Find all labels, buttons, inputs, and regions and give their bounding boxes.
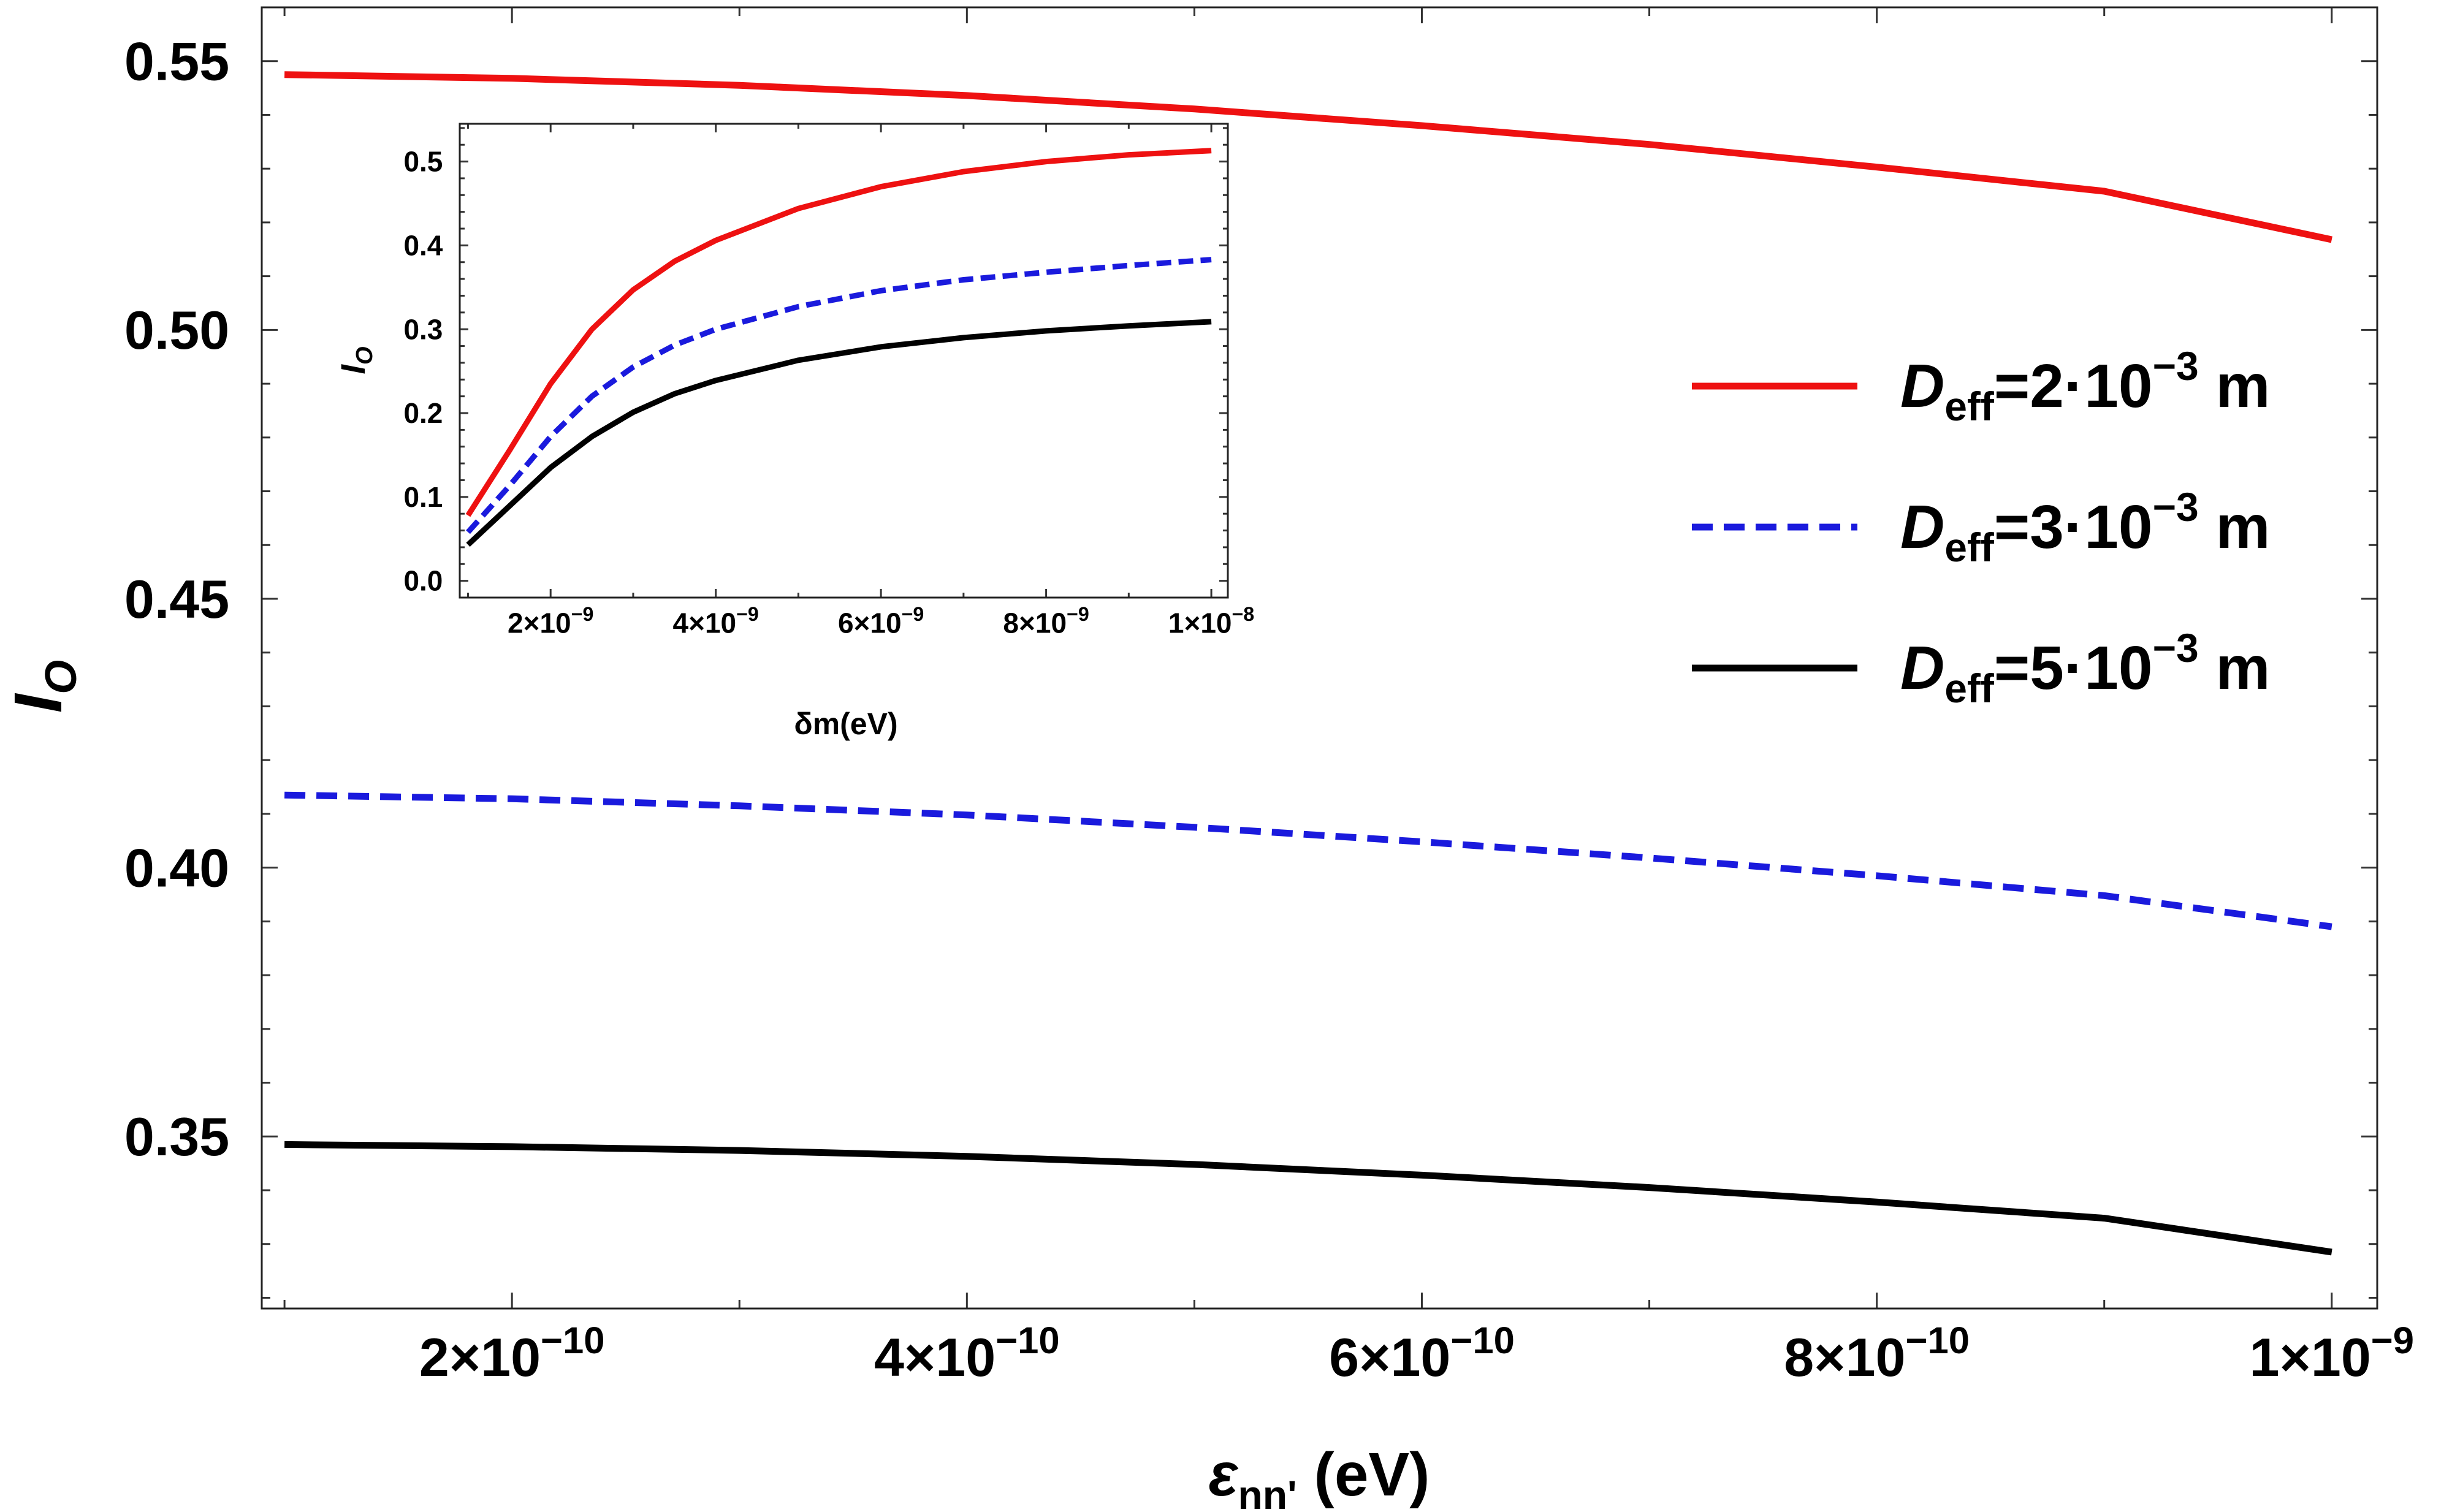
inset-y-axis-title: IO — [333, 346, 378, 374]
inset-background — [460, 124, 1228, 598]
main-x-tick-label: 2×10−10 — [419, 1320, 605, 1388]
inset-x-axis-title: δm(eV) — [794, 707, 897, 741]
main-y-tick-label: 0.35 — [124, 1106, 229, 1167]
main-x-axis-title: εnn' (eV) — [1209, 1440, 1430, 1512]
inset-y-tick-label: 0.4 — [403, 229, 443, 261]
main-plot-frame — [261, 6, 2378, 1310]
inset-y-tick-label: 0.0 — [403, 565, 443, 597]
main-series-group — [284, 71, 2332, 1256]
legend-label-1: Deff=2·10−3 m — [1900, 343, 2270, 429]
inset-series-line-3 — [466, 319, 1212, 547]
legend-label-2: Deff=3·10−3 m — [1900, 484, 2270, 570]
inset-series-group — [465, 148, 1212, 547]
inset-x-tick-label: 1×10−8 — [1168, 603, 1254, 639]
inset-series-line-1 — [465, 148, 1212, 517]
main-series-line-3 — [284, 1141, 2332, 1256]
inset-plot-frame — [459, 123, 1229, 599]
main-y-tick-label: 0.55 — [124, 31, 229, 92]
legend-label-3: Deff=5·10−3 m — [1900, 625, 2270, 711]
main-axis-labels: 2×10−10 4×10−10 6×10−10 8×10−10 1×10−9 0.35 0.… — [1, 31, 2414, 1512]
main-x-tick-label: 6×10−10 — [1329, 1320, 1515, 1388]
main-series-line-1 — [284, 71, 2332, 243]
inset-x-tick-label: 8×10−9 — [1003, 603, 1089, 639]
main-x-tick-label: 4×10−10 — [874, 1320, 1060, 1388]
inset-x-tick-label: 2×10−9 — [508, 603, 593, 639]
inset-y-tick-label: 0.1 — [403, 481, 443, 513]
inset-x-tick-label: 6×10−9 — [838, 603, 924, 639]
inset-axis-labels: 2×10−9 4×10−9 6×10−9 8×10−9 1×10−8 0.0 0.1 0.2 0… — [333, 146, 1254, 741]
main-axis-ticks — [262, 6, 2377, 1309]
inset-x-tick-label: 4×10−9 — [673, 603, 759, 639]
main-x-tick-label: 1×10−9 — [2250, 1320, 2414, 1388]
inset-y-tick-label: 0.2 — [403, 397, 443, 429]
main-series-line-2 — [284, 791, 2332, 930]
main-x-tick-label: 8×10−10 — [1784, 1320, 1970, 1388]
legend: Deff=2·10−3 m Deff=3·10−3 m Deff=5·10−3 m — [1692, 343, 2270, 711]
inset-y-tick-label: 0.5 — [403, 146, 443, 178]
main-y-tick-label: 0.50 — [124, 300, 229, 360]
main-y-axis-title: IO — [1, 660, 86, 713]
main-y-tick-label: 0.40 — [124, 837, 229, 898]
inset-y-tick-label: 0.3 — [403, 313, 443, 345]
main-y-tick-label: 0.45 — [124, 569, 229, 629]
